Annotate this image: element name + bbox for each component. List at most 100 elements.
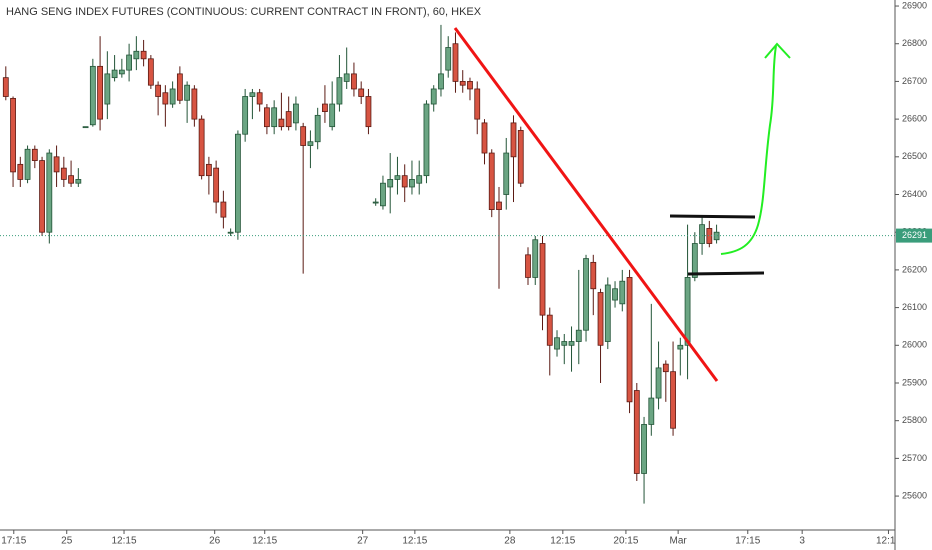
candle-body [2, 77, 9, 97]
candle-body [691, 243, 698, 278]
candle-body [648, 397, 655, 425]
candle-body [60, 167, 67, 180]
candle-body [234, 133, 241, 233]
candle-body [89, 65, 96, 126]
candle-body [677, 344, 684, 350]
candle-body [459, 81, 466, 86]
last-price-label: 26291 [902, 230, 927, 240]
y-tick-label: 26600 [902, 113, 927, 123]
candle-body [249, 92, 256, 97]
projection-arrow [764, 42, 791, 59]
y-tick-label: 26500 [902, 151, 927, 161]
candle-body [68, 175, 74, 184]
candle-body [147, 58, 154, 86]
candle-body [365, 96, 372, 128]
candle-body [488, 152, 495, 210]
candle-body [169, 88, 176, 105]
candle-body [633, 390, 640, 474]
chart-title: HANG SENG INDEX FUTURES (CONTINUOUS: CUR… [6, 6, 482, 18]
candle-body [39, 160, 45, 233]
candle-body [271, 107, 278, 128]
candle-body [264, 107, 270, 128]
candle-body [111, 69, 118, 79]
drawings [453, 27, 791, 382]
candle-body [575, 329, 582, 342]
candle-body [336, 77, 343, 105]
candle-body [604, 284, 611, 342]
x-tick-label: 3 [799, 536, 805, 547]
y-tick-label: 25800 [902, 415, 927, 425]
candle-body [293, 103, 299, 124]
projection-curve [720, 45, 777, 255]
x-tick-label: 20:15 [613, 536, 638, 547]
resistance-line [669, 214, 756, 219]
candle-body [351, 73, 357, 90]
candle-body [227, 231, 234, 234]
x-axis-panel [0, 530, 932, 550]
y-axis-panel [895, 0, 932, 550]
candle-body [423, 103, 430, 177]
candle-body [546, 314, 553, 346]
candle-body [46, 152, 53, 233]
candle-body [31, 148, 38, 161]
candle-body [445, 47, 452, 71]
x-tick-label: 17:15 [735, 536, 760, 547]
candle-body [285, 111, 292, 128]
x-tick-label: 27 [357, 536, 369, 547]
support-line [687, 271, 765, 276]
candle-body [191, 88, 198, 120]
y-tick-label: 26200 [902, 264, 927, 274]
x-tick-label: 25 [61, 536, 73, 547]
candle-body [140, 50, 147, 60]
candle-body [430, 88, 437, 105]
candle-body [213, 167, 220, 203]
candle-body [416, 175, 423, 184]
candle-body [655, 367, 662, 399]
x-tick-label: 12:15 [112, 536, 137, 547]
candle-body [380, 182, 386, 207]
x-tick-label: 17:15 [1, 536, 26, 547]
candle-body [510, 122, 517, 158]
candle-body [372, 201, 379, 204]
candle-body [438, 73, 444, 90]
candle-body [568, 341, 575, 346]
candle-body [322, 103, 328, 112]
x-tick-label: 26 [209, 536, 221, 547]
candle-body [532, 239, 539, 278]
candle-body [539, 243, 546, 316]
last-price-box [896, 228, 932, 243]
y-tick-label: 25700 [902, 453, 927, 463]
y-tick-label: 26100 [902, 302, 927, 312]
candle-body [597, 292, 604, 346]
candle-body [307, 141, 314, 146]
candle-body [699, 224, 705, 244]
candle-body [481, 122, 488, 154]
candle-body [554, 337, 560, 350]
candle-body [82, 126, 89, 129]
x-tick-label: 12:15 [252, 536, 277, 547]
candle-body [176, 73, 183, 101]
candle-body [24, 148, 31, 180]
y-tick-label: 25900 [902, 377, 927, 387]
x-tick-label: Mar [670, 536, 688, 547]
x-tick-label: 28 [504, 536, 516, 547]
candle-body [387, 179, 394, 188]
candle-body [525, 254, 531, 278]
candle-body [343, 73, 350, 82]
candle-body [583, 258, 589, 331]
candle-body [590, 261, 597, 290]
candle-body [467, 81, 473, 90]
candle-body [641, 424, 647, 474]
x-tick-label: 12:15 [876, 536, 901, 547]
candle-body [314, 114, 321, 143]
candle-body [104, 73, 111, 105]
x-tick-label: 12:15 [402, 536, 427, 547]
candle-body [75, 179, 82, 184]
y-tick-label: 26900 [902, 0, 927, 10]
candle-body [126, 54, 133, 71]
candle-body [626, 277, 633, 403]
y-tick-label: 26000 [902, 340, 927, 350]
candle-body [53, 156, 60, 173]
